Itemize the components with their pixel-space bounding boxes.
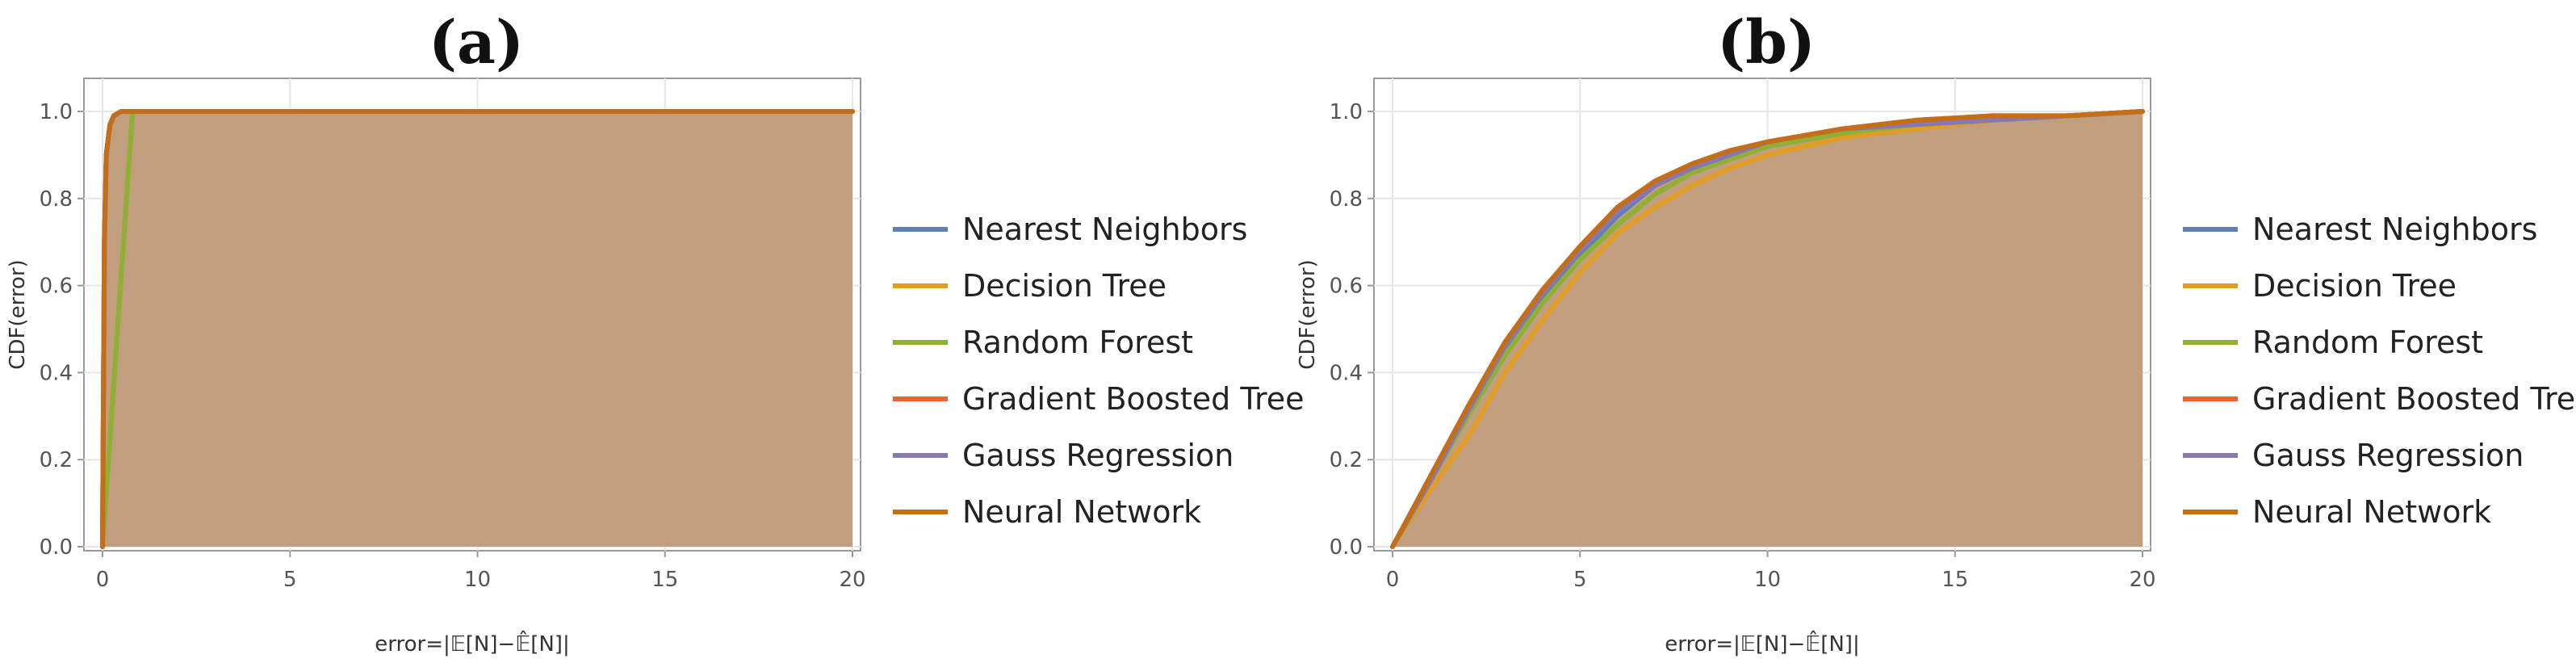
- x-tick-label: 10: [464, 568, 491, 592]
- cdf-fill-area: [1393, 111, 2142, 547]
- x-tick-label: 20: [839, 568, 865, 592]
- y-tick-label: 0.0: [40, 535, 73, 560]
- y-tick-label: 0.0: [1330, 535, 1363, 560]
- y-tick-label: 0.8: [40, 187, 73, 212]
- y-axis-label: CDF(error): [1296, 259, 1320, 369]
- y-tick-label: 1.0: [1330, 100, 1363, 124]
- chart-panel-a: (a) 0 5 10 15 20 0.0 0.2 0.4 0.6 0.8 1.0 error=|𝔼[N]…: [6, 8, 1305, 657]
- x-tick-label: 20: [2129, 568, 2155, 592]
- legend-label: Decision Tree: [2252, 268, 2457, 304]
- x-tick-label: 5: [283, 568, 297, 592]
- y-axis-label: CDF(error): [6, 259, 30, 369]
- y-tick-label: 0.2: [40, 448, 73, 472]
- x-tick-label: 10: [1754, 568, 1781, 592]
- y-tick-label: 0.4: [40, 361, 73, 385]
- series-line-neural-network: [100, 109, 855, 549]
- series-line-neural-network: [1390, 109, 2145, 549]
- legend-label: Random Forest: [2252, 325, 2483, 360]
- x-tick-label: 15: [1941, 568, 1968, 592]
- legend-label: Neural Network: [962, 494, 1201, 530]
- legend-label: Random Forest: [962, 325, 1193, 360]
- x-tick-label: 0: [96, 568, 110, 592]
- y-tick-label: 0.8: [1330, 187, 1363, 212]
- legend-label: Decision Tree: [962, 268, 1167, 304]
- legend-label: Gauss Regression: [962, 438, 1234, 473]
- y-tick-label: 1.0: [40, 100, 73, 124]
- y-tick-label: 0.6: [1330, 275, 1363, 299]
- y-tick-label: 0.2: [1330, 448, 1363, 472]
- x-tick-label: 5: [1573, 568, 1587, 592]
- chart-title: (a): [429, 8, 524, 78]
- legend-label: Nearest Neighbors: [962, 212, 1247, 247]
- legend-label: Gauss Regression: [2252, 438, 2524, 473]
- legend: Nearest Neighbors Decision Tree Random For…: [893, 212, 1305, 530]
- cdf-fill-area: [103, 111, 852, 547]
- x-tick-label: 0: [1386, 568, 1400, 592]
- y-tick-label: 0.6: [40, 275, 73, 299]
- chart-title: (b): [1717, 8, 1816, 78]
- legend-label: Gradient Boosted Tree: [962, 381, 1305, 417]
- x-axis-label: error=|𝔼[N]−𝔼̂[N]|: [1665, 629, 1859, 657]
- y-tick-label: 0.4: [1330, 361, 1363, 385]
- x-axis-label: error=|𝔼[N]−𝔼̂[N]|: [375, 629, 569, 657]
- legend: Nearest Neighbors Decision Tree Random For…: [2183, 212, 2576, 530]
- chart-panel-b: (b) 0 5 10 15 20 0.0 0.2 0.4 0.6 0.8 1.0 error=|𝔼[N]…: [1296, 8, 2576, 657]
- x-tick-label: 15: [651, 568, 678, 592]
- legend-label: Nearest Neighbors: [2252, 212, 2537, 247]
- legend-label: Neural Network: [2252, 494, 2491, 530]
- legend-label: Gradient Boosted Tree: [2252, 381, 2576, 417]
